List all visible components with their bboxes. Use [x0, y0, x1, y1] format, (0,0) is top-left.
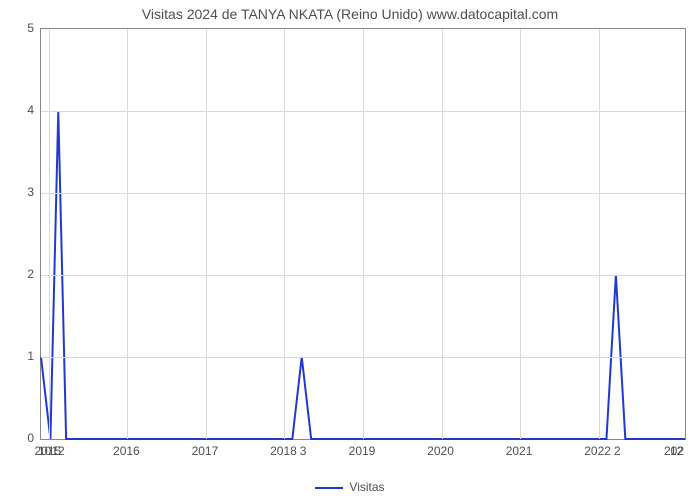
grid-v — [599, 29, 600, 439]
x-tick-label: 2020 — [427, 444, 454, 458]
x-tick-label: 2018 — [270, 444, 297, 458]
x-edge-right-label: 12 — [670, 444, 683, 458]
x-edge-left-label: 1012 — [38, 444, 65, 458]
grid-v — [127, 29, 128, 439]
grid-v — [442, 29, 443, 439]
visits-chart: Visitas 2024 de TANYA NKATA (Reino Unido… — [0, 0, 700, 500]
y-tick-label: 0 — [0, 431, 34, 445]
y-tick-label: 3 — [0, 185, 34, 199]
y-tick-label: 1 — [0, 349, 34, 363]
grid-v — [520, 29, 521, 439]
legend-swatch — [315, 487, 343, 489]
chart-title: Visitas 2024 de TANYA NKATA (Reino Unido… — [0, 6, 700, 22]
x-cluster-label: 2 — [614, 444, 621, 458]
plot-area — [40, 28, 686, 440]
x-tick-label: 2022 — [584, 444, 611, 458]
grid-v — [284, 29, 285, 439]
y-tick-label: 5 — [0, 21, 34, 35]
x-tick-label: 2019 — [349, 444, 376, 458]
grid-v — [49, 29, 50, 439]
y-tick-label: 4 — [0, 103, 34, 117]
x-cluster-label: 3 — [300, 444, 307, 458]
grid-v — [363, 29, 364, 439]
x-tick-label: 2021 — [506, 444, 533, 458]
x-tick-label: 2016 — [113, 444, 140, 458]
legend: Visitas — [0, 480, 700, 494]
grid-v — [206, 29, 207, 439]
y-tick-label: 2 — [0, 267, 34, 281]
x-tick-label: 2017 — [192, 444, 219, 458]
legend-label: Visitas — [349, 480, 384, 494]
